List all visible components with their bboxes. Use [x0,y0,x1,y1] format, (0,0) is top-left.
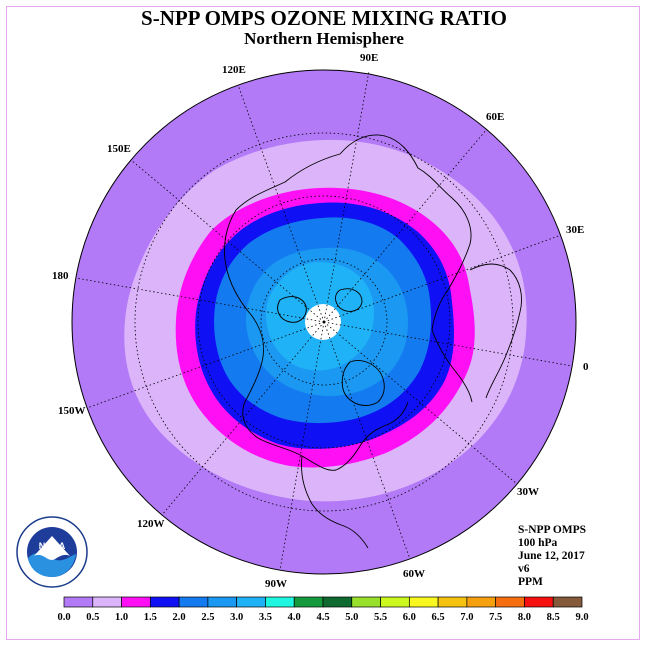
coastline-arctic-islands [277,288,363,323]
colorbar-tick-label: 6.0 [403,612,416,623]
lon-label-120w: 120W [137,518,165,530]
lon-label-30e: 30E [566,224,584,236]
colorbar-tick-label: 0.0 [57,612,70,623]
colorbar-tick-label: 1.0 [115,612,128,623]
lon-label-150w: 150W [58,405,86,417]
colorbar-swatch [524,596,554,608]
lon-label-150e: 150E [107,143,131,155]
colorbar-swatch [466,596,497,608]
colorbar-tick-label: 4.0 [288,612,301,623]
colorbar-tick-label: 7.5 [489,612,502,623]
coastlines [224,134,522,549]
info-block: S-NPP OMPS 100 hPa June 12, 2017 v6 PPM [518,524,586,589]
graticule [75,70,573,571]
coastline-greenland [341,360,385,406]
map-boundary [71,69,577,575]
noaa-logo: NOAA [16,516,88,588]
colorbar: 0.0 0.5 1.0 1.5 2.0 2.5 3.0 3.5 4.0 4.5 5.0 5.5 6.0 6… [57,596,589,623]
colorbar-tick-label: 8.5 [547,612,560,623]
colorbar-tick-label: 7.0 [460,612,473,623]
figure-frame [6,6,640,640]
lon-label-90e: 90E [360,52,378,64]
colorbar-swatch [265,596,295,608]
lon-label-60e: 60E [486,111,504,123]
colorbar-swatch [437,596,468,608]
colorbar-tick-label: 6.5 [432,612,445,623]
svg-text:NOAA: NOAA [39,541,66,551]
info-level: 100 hPa [518,537,558,549]
colorbar-tick-label: 5.0 [345,612,358,623]
coastline-central-america [301,455,369,549]
map-title: S-NPP OMPS OZONE MIXING RATIO [141,6,507,30]
colorbar-swatch [293,596,324,608]
colorbar-tick-label: 4.5 [316,612,329,623]
map-subtitle: Northern Hemisphere [244,29,404,48]
info-instrument: S-NPP OMPS [518,524,587,536]
lon-label-60w: 60W [403,568,425,580]
colorbar-tick-label: 3.0 [230,612,243,623]
info-date: June 12, 2017 [518,550,585,562]
lon-label-180: 180 [52,270,69,282]
colorbar-swatch [322,596,353,608]
colorbar-swatch [92,596,122,608]
colorbar-tick-label: 2.5 [201,612,214,623]
colorbar-swatch [351,596,381,608]
lon-label-0: 0 [583,361,589,373]
colorbar-tick-label: 2.0 [173,612,186,623]
info-units: PPM [518,576,543,588]
colorbar-swatch [495,596,525,608]
coastline-north-america [224,209,409,471]
colorbar-swatch [552,596,583,608]
colorbar-swatch [121,596,151,608]
colorbar-swatch [178,596,209,608]
lon-label-90w: 90W [265,578,287,590]
colorbar-swatch [380,596,410,608]
lon-label-30w: 30W [517,486,539,498]
colorbar-tick-label: 5.5 [374,612,387,623]
colorbar-tick-label: 1.5 [144,612,157,623]
colorbar-swatch [63,596,94,608]
colorbar-swatch [207,596,238,608]
colorbar-swatch [236,596,266,608]
coastline-africa-europe [469,263,522,399]
coastline-eurasia [235,134,473,403]
colorbar-tick-label: 0.5 [86,612,99,623]
colorbar-swatch [408,596,439,608]
colorbar-tick-label: 8.0 [518,612,531,623]
info-version: v6 [518,563,530,575]
colorbar-tick-label: 9.0 [575,612,588,623]
colorbar-tick-label: 3.5 [259,612,272,623]
lon-label-120e: 120E [222,64,246,76]
colorbar-swatch [149,596,180,608]
